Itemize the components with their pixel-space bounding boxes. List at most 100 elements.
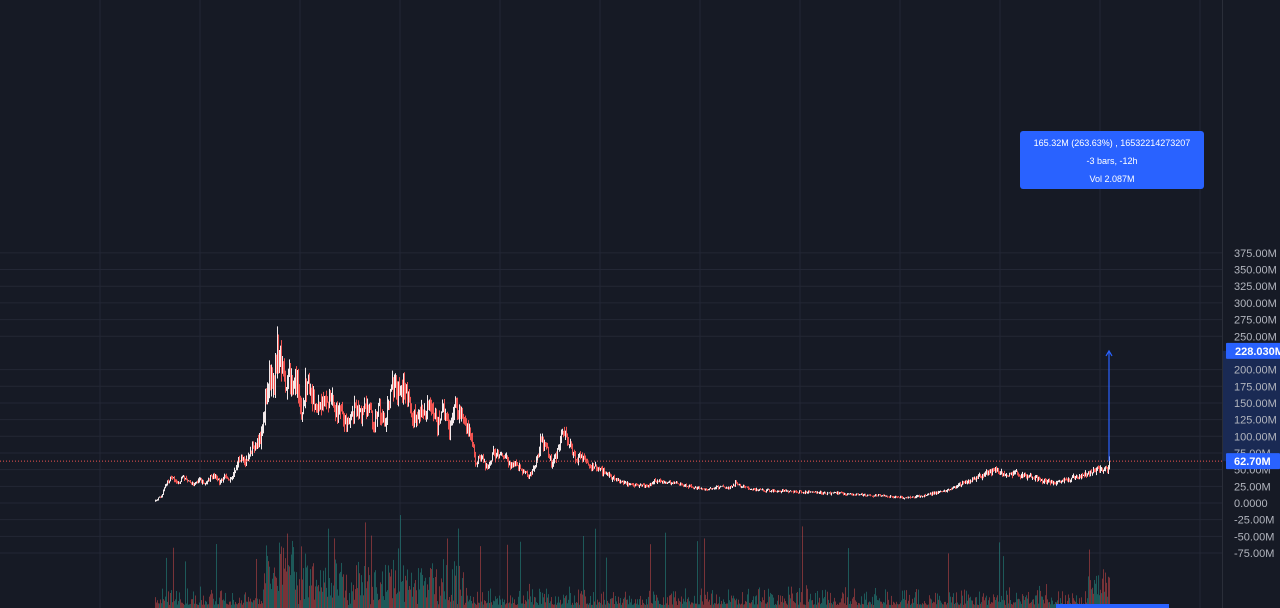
volume-bar [545,602,546,608]
volume-bar [826,605,827,608]
volume-bar [407,569,408,608]
volume-bar [955,603,956,608]
volume-bar [850,601,851,608]
volume-bar [269,567,270,608]
volume-bar [766,604,767,608]
volume-bar [576,602,577,608]
volume-bar [1037,590,1038,608]
volume-bar [219,598,220,608]
volume-bar [1096,576,1097,608]
volume-bar [751,602,752,608]
volume-bar [539,589,540,608]
volume-bar [315,586,316,608]
volume-bar [682,604,683,608]
volume-bar [844,603,845,608]
volume-bar [704,538,705,608]
volume-bar [981,602,982,608]
volume-bar [520,542,521,608]
volume-bar [653,592,654,608]
volume-bar [674,597,675,608]
volume-bar [294,572,295,608]
volume-bar [186,604,187,608]
volume-bar [462,578,463,608]
volume-bar [429,577,430,608]
volume-bar [229,602,230,608]
volume-bar [656,595,657,608]
volume-bar [633,605,634,608]
volume-bar [253,600,254,608]
measure-target-label: 228.030M [1235,346,1280,358]
price-tick-label: 125.00M [1234,415,1277,427]
volume-bar [584,590,585,608]
volume-bar [720,604,721,608]
volume-bar [630,602,631,608]
volume-bar [398,548,399,608]
volume-bar [599,602,600,608]
volume-bar [885,589,886,608]
volume-bar [806,585,807,608]
volume-bar [1046,584,1047,608]
volume-bar [225,593,226,608]
volume-bar [670,595,671,608]
volume-bar [436,569,437,608]
volume-bar [624,597,625,608]
volume-bar [534,597,535,608]
volume-bar [324,582,325,608]
volume-bar [467,596,468,608]
volume-bar [780,596,781,608]
volume-bar [218,604,219,608]
volume-bar [421,568,422,608]
volume-bar [493,601,494,608]
volume-bar [883,602,884,608]
volume-bar [983,593,984,608]
volume-bar [384,600,385,608]
volume-bar [275,576,276,608]
volume-bar [968,595,969,608]
volume-bar [455,576,456,608]
volume-bar [238,603,239,608]
volume-bar [811,600,812,608]
volume-bar [663,597,664,608]
volume-bar [812,600,813,608]
volume-bar [284,569,285,608]
volume-bar [587,604,588,608]
volume-bar [365,522,366,608]
volume-bar [952,597,953,608]
volume-bar [318,585,319,608]
volume-bar [1007,595,1008,608]
volume-bar [732,598,733,608]
volume-bar [840,602,841,608]
volume-bar [729,600,730,608]
volume-bar [544,594,545,608]
volume-bar [692,603,693,608]
volume-bar [248,597,249,608]
volume-bar [415,580,416,608]
volume-bar [765,604,766,608]
volume-bar [306,567,307,608]
volume-bar [648,597,649,608]
volume-bar [699,604,700,608]
volume-bar [625,592,626,608]
volume-bar [918,590,919,608]
volume-bar [610,599,611,608]
volume-bar [329,578,330,608]
volume-bar [597,600,598,608]
volume-bar [497,598,498,608]
volume-bar [408,590,409,608]
volume-bar [733,596,734,608]
volume-bar [917,604,918,608]
volume-bar [700,595,701,608]
volume-bar [958,604,959,608]
volume-bar [1034,604,1035,608]
volume-bar [953,593,954,608]
volume-bar [789,595,790,608]
volume-bar [631,599,632,608]
volume-bar [187,588,188,608]
volume-bar [848,548,849,608]
volume-bar [404,602,405,608]
volume-bar [972,601,973,608]
volume-bar [851,604,852,608]
volume-bar [640,596,641,608]
